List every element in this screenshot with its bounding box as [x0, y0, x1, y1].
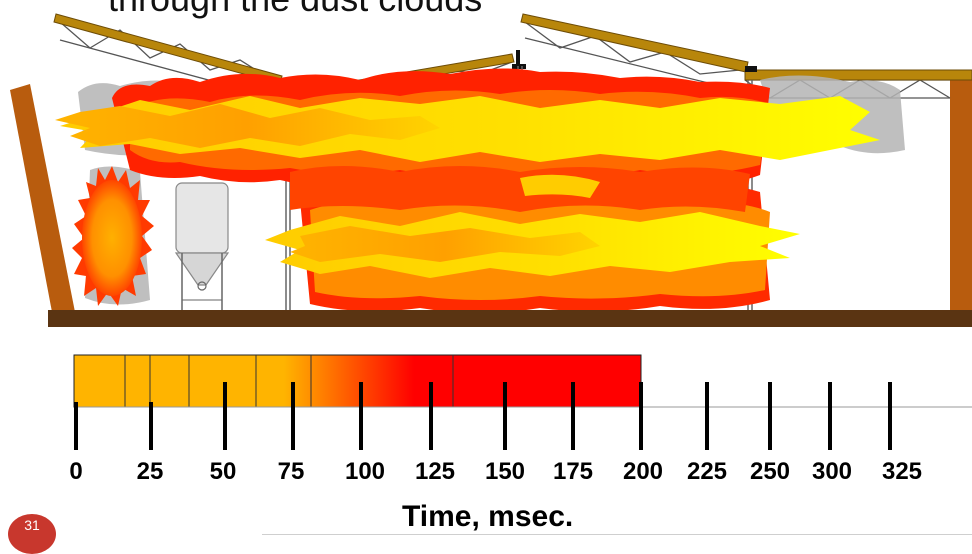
right-wall-post: [950, 80, 972, 312]
flame-middle-glow: [520, 174, 600, 198]
roof-fitting: [516, 50, 520, 64]
tick-label-125: 125: [414, 458, 456, 485]
axis-ticks: [74, 382, 892, 450]
roof-fitting: [745, 66, 757, 72]
tick-label-25: 25: [136, 458, 164, 485]
tick-label-0: 0: [69, 458, 83, 485]
explosion-diagram: [10, 13, 972, 450]
tick-label-300: 300: [811, 458, 853, 485]
roof-beam-right: [744, 69, 972, 81]
roof-fitting: [512, 64, 526, 69]
tick-label-100: 100: [344, 458, 386, 485]
axis-title: Time, msec.: [402, 500, 574, 533]
left-wall-post: [10, 84, 75, 312]
tick-label-175: 175: [552, 458, 594, 485]
roof-beam-left: [53, 13, 283, 85]
time-bar: [73, 354, 972, 408]
flame-middle: [290, 166, 750, 212]
silo: [174, 182, 230, 312]
slide-title: through the dust clouds: [108, 0, 482, 20]
tick-label-50: 50: [209, 458, 237, 485]
floor-slab: [48, 310, 972, 327]
flame-left-side: [72, 166, 154, 306]
tick-label-250: 250: [749, 458, 791, 485]
tick-label-75: 75: [277, 458, 305, 485]
tick-label-150: 150: [484, 458, 526, 485]
flame-upper: [55, 68, 880, 194]
tick-label-200: 200: [622, 458, 664, 485]
slide-number-badge: 31: [8, 514, 56, 554]
roof-beam-right-top: [520, 13, 749, 73]
flame-lower: [265, 181, 800, 313]
tick-label-225: 225: [686, 458, 728, 485]
tick-label-325: 325: [881, 458, 923, 485]
footer-divider: [262, 534, 972, 535]
